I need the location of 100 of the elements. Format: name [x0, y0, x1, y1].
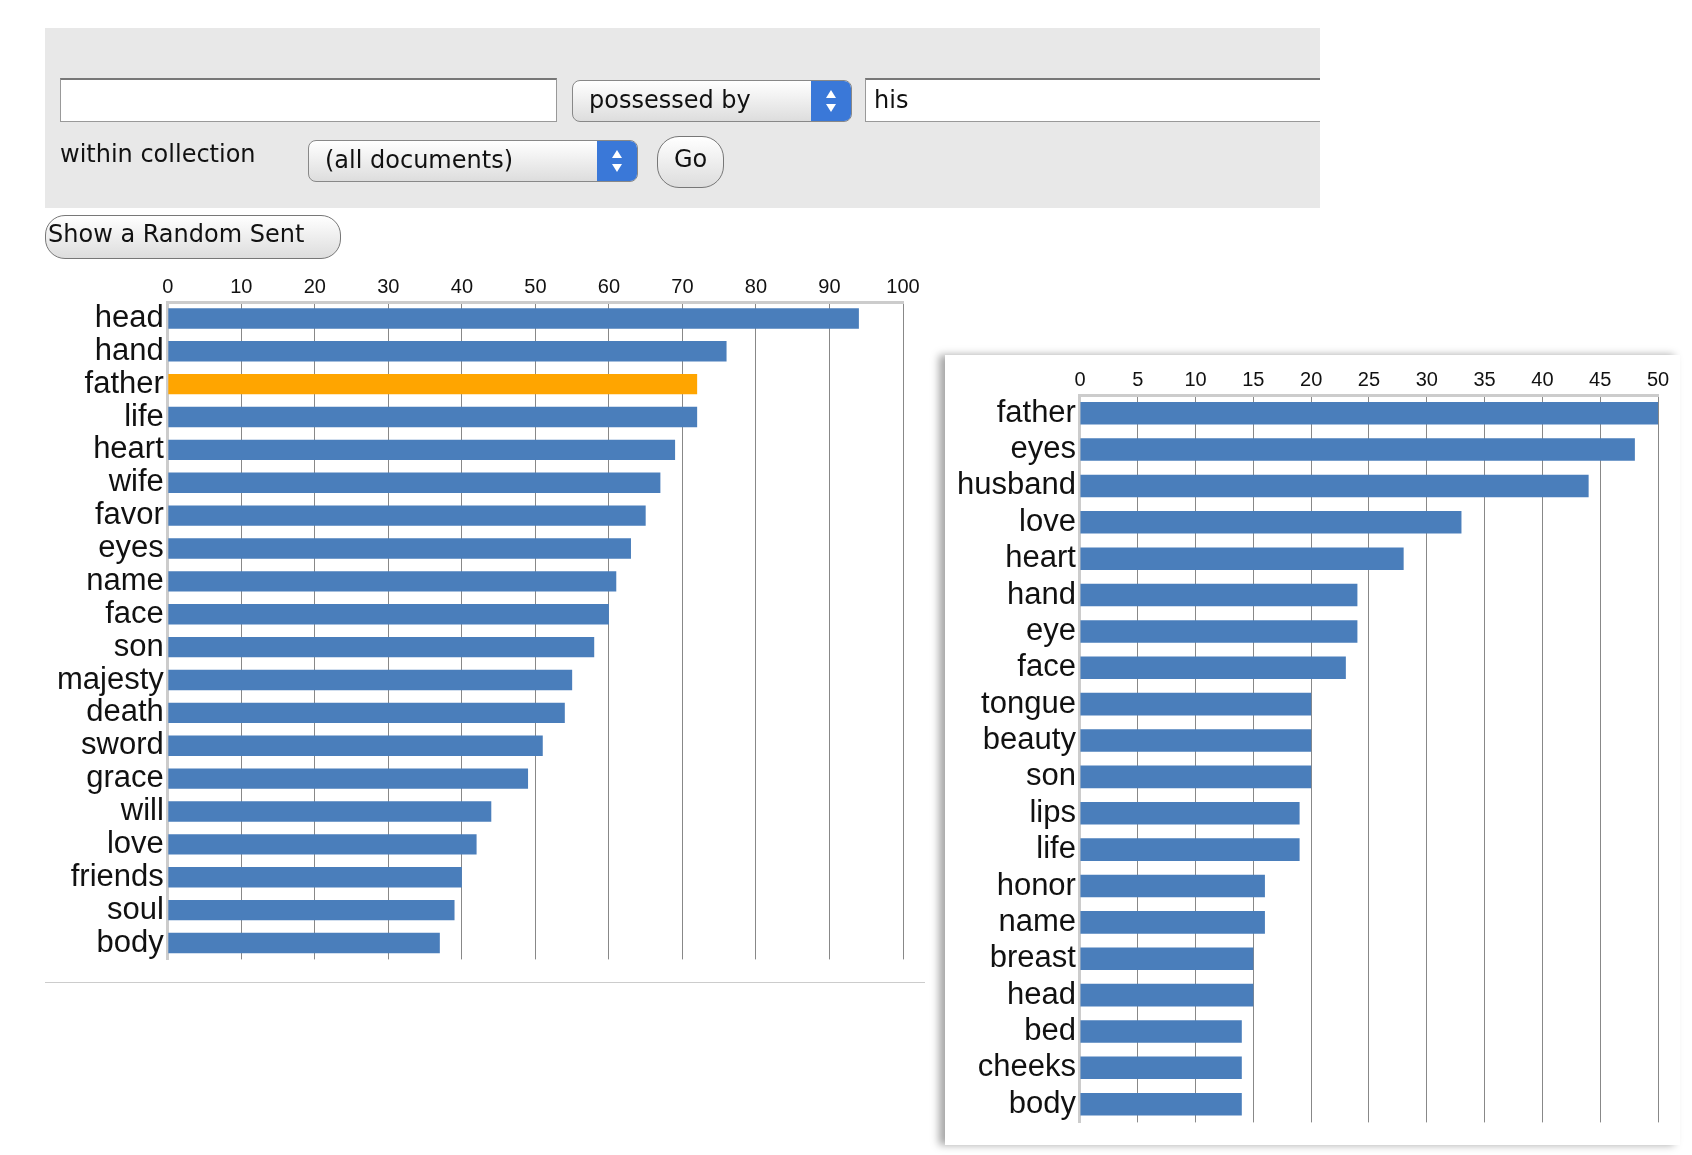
x-tick-label: 60 — [597, 274, 621, 297]
bar — [168, 834, 477, 855]
x-tick-label: 90 — [818, 274, 841, 297]
text: possessed by — [589, 86, 751, 114]
x-tick-label: 0 — [1074, 367, 1086, 390]
y-tick-label: face — [105, 594, 164, 630]
y-tick-label: friends — [70, 857, 164, 893]
y-tick-label: body — [96, 923, 165, 959]
bar — [1080, 620, 1358, 643]
bar — [168, 406, 698, 428]
bar — [168, 439, 676, 461]
bar — [1080, 583, 1358, 607]
x-tick-label: 25 — [1357, 367, 1381, 390]
y-tick-label: life — [124, 397, 164, 433]
bar — [168, 801, 492, 822]
y-tick-label: grace — [86, 759, 164, 795]
y-tick-label: name — [998, 902, 1076, 938]
bar — [1080, 1020, 1242, 1043]
text: Go — [657, 136, 725, 188]
y-tick-label: body — [1008, 1084, 1077, 1120]
x-tick-label: 50 — [1646, 367, 1670, 390]
y-tick-label: eyes — [98, 529, 164, 565]
bar — [168, 571, 617, 592]
bar — [1080, 729, 1312, 752]
bar — [1080, 983, 1254, 1007]
y-tick-label: son — [1025, 757, 1076, 793]
y-tick-label: son — [113, 627, 164, 663]
bar — [1080, 911, 1265, 934]
x-tick-label: 40 — [1531, 367, 1554, 390]
y-tick-label: honor — [996, 866, 1076, 902]
bar — [1080, 474, 1589, 498]
bar — [1080, 838, 1300, 861]
x-tick-label: 30 — [1415, 367, 1438, 390]
y-tick-label: face — [1017, 648, 1076, 684]
bar — [168, 867, 462, 888]
bar — [1080, 401, 1658, 425]
x-tick-label: 10 — [1184, 367, 1207, 390]
y-tick-label: life — [1036, 830, 1076, 866]
bar — [1080, 1056, 1242, 1080]
y-tick-label: hand — [1006, 575, 1076, 611]
bar — [1080, 547, 1404, 570]
x-tick-label: 35 — [1473, 367, 1496, 390]
bar — [1080, 801, 1300, 825]
x-tick-label: 50 — [524, 274, 547, 297]
y-tick-label: favor — [94, 496, 164, 532]
x-tick-label: 20 — [1300, 367, 1323, 390]
x-tick-label: 70 — [671, 274, 694, 297]
y-tick-label: father — [996, 393, 1076, 429]
bar — [1080, 1092, 1242, 1116]
x-tick-label: 45 — [1589, 367, 1612, 390]
x-tick-label: 20 — [303, 274, 326, 297]
y-tick-label: lips — [1029, 793, 1076, 829]
y-tick-label: love — [1019, 502, 1076, 538]
x-tick-label: 15 — [1242, 367, 1265, 390]
y-tick-label: wife — [107, 463, 164, 499]
y-tick-label: husband — [956, 466, 1076, 502]
bar — [168, 505, 646, 526]
x-tick-label: 0 — [162, 274, 174, 297]
y-tick-label: tongue — [981, 684, 1076, 720]
bar — [1080, 656, 1346, 680]
bar — [168, 899, 455, 921]
y-tick-label: heart — [93, 430, 165, 466]
bar — [1080, 438, 1635, 461]
y-tick-label: cheeks — [977, 1048, 1076, 1084]
y-tick-label: father — [84, 364, 164, 400]
y-tick-label: soul — [106, 890, 164, 926]
text: Show a Random Sent — [45, 215, 341, 259]
bar — [168, 472, 661, 493]
text: his — [865, 78, 1320, 122]
text: within collection — [60, 140, 256, 168]
bar — [168, 735, 543, 756]
bar — [1080, 692, 1312, 716]
y-tick-label: head — [94, 298, 164, 334]
x-tick-label: 80 — [744, 274, 768, 297]
bar — [1080, 874, 1265, 898]
x-tick-label: 10 — [230, 274, 253, 297]
y-tick-label: sword — [81, 726, 164, 762]
bar — [168, 373, 698, 395]
y-tick-label: eyes — [1010, 430, 1076, 466]
y-tick-label: majesty — [56, 660, 165, 696]
bar — [168, 308, 859, 329]
text: (all documents) — [325, 146, 513, 174]
bar — [168, 604, 609, 625]
bar — [168, 702, 565, 724]
bar — [1080, 947, 1254, 971]
bar — [1080, 511, 1462, 534]
x-tick-label: 5 — [1132, 367, 1144, 390]
y-tick-label: head — [1006, 975, 1076, 1011]
bar — [168, 636, 595, 658]
y-tick-label: breast — [989, 939, 1077, 975]
bar — [168, 932, 440, 954]
bar — [1080, 765, 1312, 789]
bar — [168, 341, 727, 362]
x-tick-label: 30 — [377, 274, 400, 297]
y-tick-label: eye — [1025, 611, 1076, 647]
bar — [168, 669, 573, 691]
y-tick-label: hand — [94, 331, 164, 367]
bar — [168, 538, 631, 559]
x-tick-label: 40 — [450, 274, 474, 297]
y-tick-label: beauty — [982, 721, 1077, 757]
